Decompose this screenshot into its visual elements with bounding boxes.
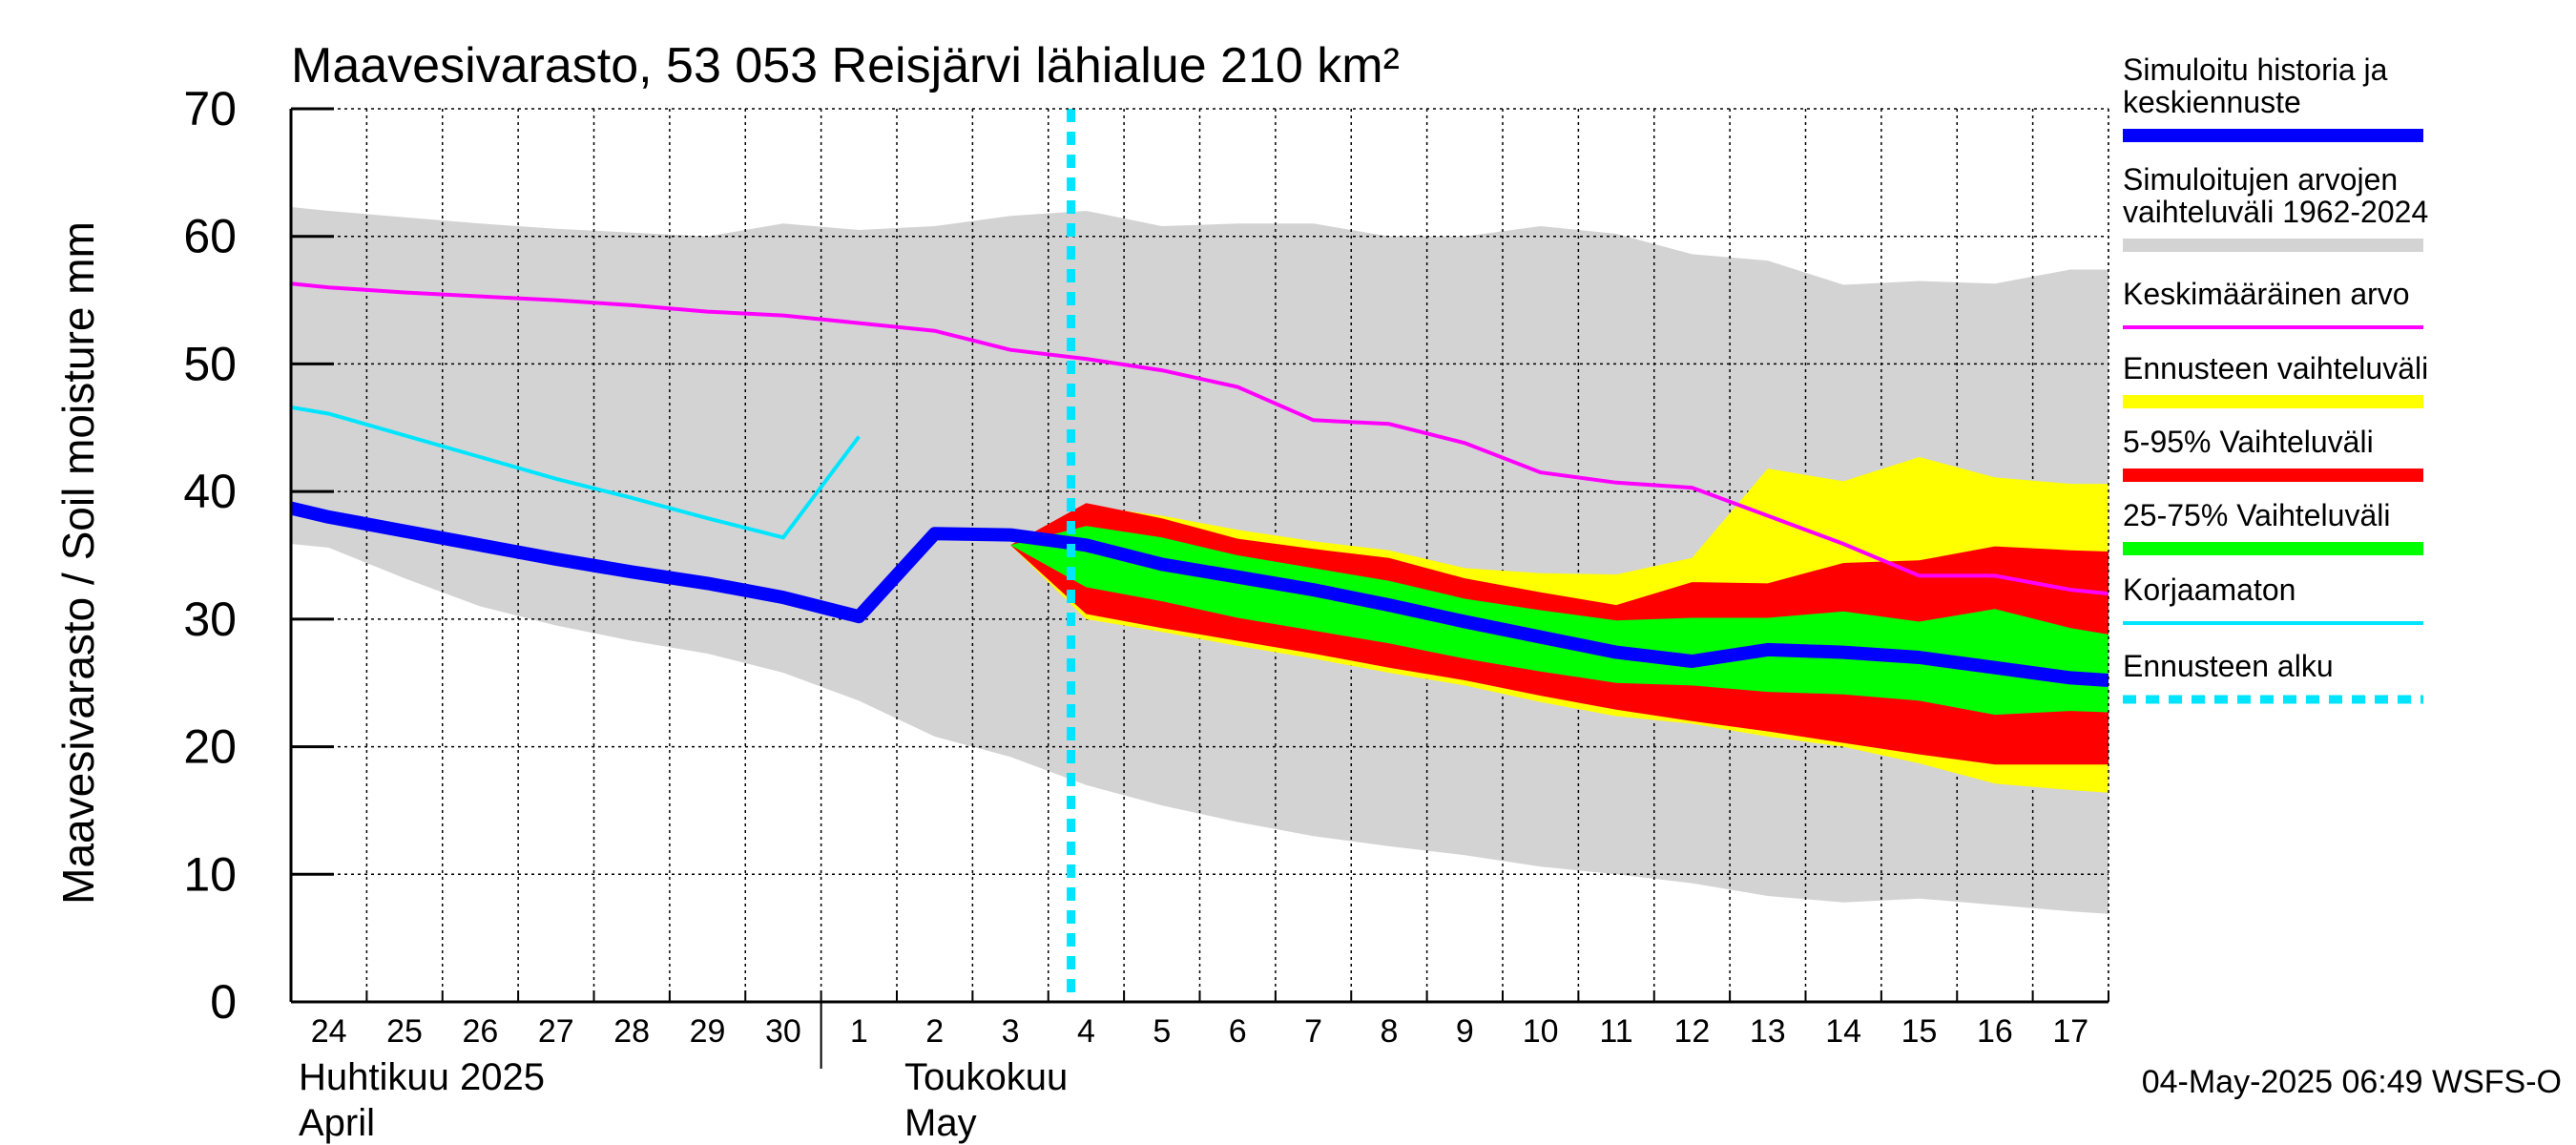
x-tick-label: 15 [1901, 1013, 1938, 1050]
x-tick-label: 9 [1456, 1013, 1474, 1050]
x-tick-label: 17 [2052, 1013, 2088, 1050]
x-tick-label: 16 [1977, 1013, 2013, 1050]
x-tick-label: 11 [1599, 1013, 1632, 1050]
y-axis-label: Maavesivarasto / Soil moisture mm [53, 221, 103, 905]
x-tick-label: 8 [1380, 1013, 1398, 1050]
x-tick-label: 12 [1674, 1013, 1711, 1050]
plot-area [291, 109, 2109, 1002]
y-tick-label: 50 [183, 337, 237, 390]
x-tick-label: 2 [925, 1013, 944, 1050]
band-25-75 [1010, 526, 2109, 716]
y-tick-label: 30 [183, 593, 237, 646]
x-tick-label: 14 [1825, 1013, 1861, 1050]
y-tick-label: 20 [183, 720, 237, 774]
x-tick-label: 5 [1153, 1013, 1171, 1050]
month-label: Toukokuu [904, 1056, 1068, 1098]
x-tick-label: 7 [1304, 1013, 1322, 1050]
x-tick-label: 13 [1750, 1013, 1786, 1050]
y-tick-label: 70 [183, 82, 237, 135]
x-tick-label: 3 [1002, 1013, 1020, 1050]
month-label: May [904, 1102, 977, 1144]
x-tick-label: 1 [850, 1013, 868, 1050]
legend-label: keskiennuste [2123, 85, 2301, 119]
x-tick-label: 26 [463, 1013, 499, 1050]
x-tick-label: 6 [1229, 1013, 1247, 1050]
chart-title: Maavesivarasto, 53 053 Reisjärvi lähialu… [291, 38, 1400, 94]
mean-line [291, 281, 2109, 596]
y-tick-label: 0 [210, 975, 237, 1029]
y-tick-label: 40 [183, 465, 237, 518]
x-tick-label: 25 [386, 1013, 423, 1050]
month-label: Huhtikuu 2025 [299, 1056, 545, 1098]
x-tick-label: 24 [311, 1013, 347, 1050]
legend-label: Simuloitujen arvojen [2123, 162, 2398, 197]
legend-label: Ennusteen vaihteluväli [2123, 351, 2428, 385]
simulated-line [291, 501, 2109, 687]
x-tick-label: 27 [538, 1013, 574, 1050]
footer-timestamp: 04-May-2025 06:49 WSFS-O [2142, 1064, 2562, 1100]
legend-label: Korjaamaton [2123, 572, 2296, 607]
x-tick-label: 29 [690, 1013, 726, 1050]
legend-label: 5-95% Vaihteluväli [2123, 425, 2374, 459]
month-label: April [299, 1102, 375, 1144]
legend-label: Ennusteen alku [2123, 649, 2334, 683]
x-tick-label: 10 [1523, 1013, 1559, 1050]
legend-label: vaihteluväli 1962-2024 [2123, 195, 2428, 229]
x-tick-label: 28 [613, 1013, 650, 1050]
legend-label: 25-75% Vaihteluväli [2123, 498, 2390, 532]
legend-label: Keskimääräinen arvo [2123, 277, 2410, 311]
plot-content [291, 109, 2109, 1002]
y-tick-label: 10 [183, 847, 237, 901]
legend-label: Simuloitu historia ja [2123, 52, 2388, 87]
x-tick-label: 30 [765, 1013, 801, 1050]
y-tick-label: 60 [183, 210, 237, 263]
x-tick-label: 4 [1077, 1013, 1095, 1050]
uncorrected-line [291, 405, 861, 540]
